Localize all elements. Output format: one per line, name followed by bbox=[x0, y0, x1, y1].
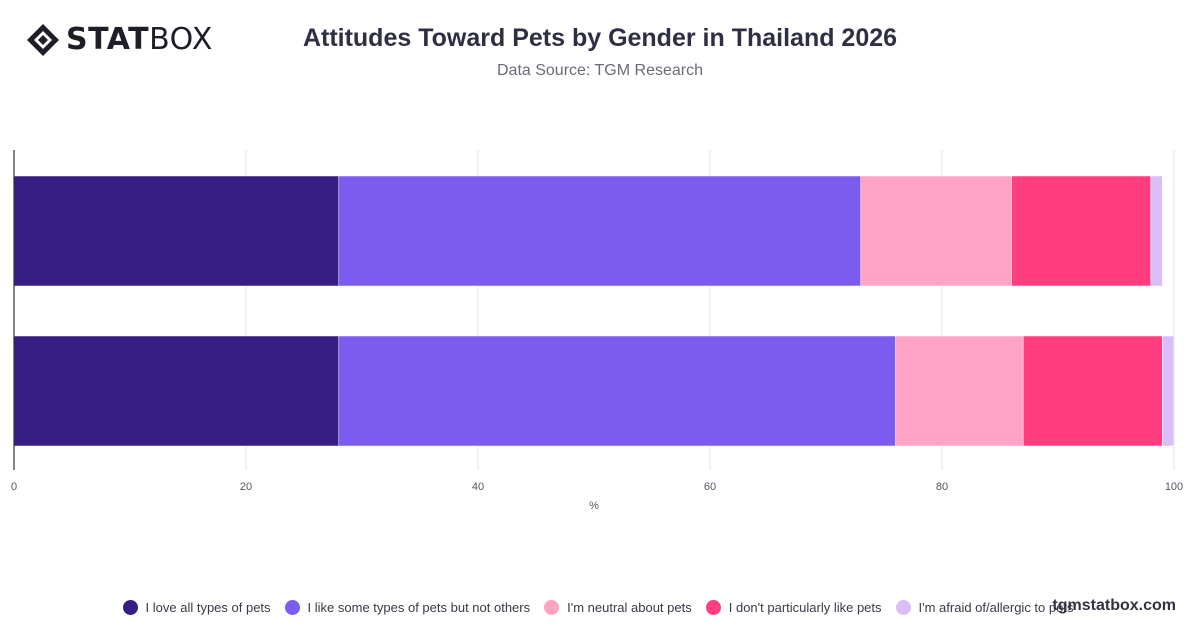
bar-segment bbox=[860, 175, 1012, 287]
legend-label: I'm neutral about pets bbox=[567, 600, 692, 615]
bar-segment bbox=[1150, 175, 1163, 287]
legend-item[interactable]: I'm neutral about pets bbox=[544, 600, 692, 615]
legend-swatch bbox=[122, 600, 138, 615]
bar-segment bbox=[895, 335, 1024, 447]
x-tick-label: 80 bbox=[936, 481, 948, 493]
logo-wordmark-bold: STAT bbox=[66, 22, 150, 57]
bar-segment bbox=[338, 175, 862, 287]
legend-swatch bbox=[284, 600, 300, 615]
diamond-logo-icon bbox=[27, 24, 59, 56]
bar-segment bbox=[338, 335, 896, 447]
x-tick-label: 20 bbox=[240, 481, 252, 493]
bar-segment bbox=[13, 175, 340, 287]
legend-swatch bbox=[544, 600, 560, 615]
chart-legend: I love all types of pets I like some type… bbox=[0, 600, 1200, 615]
bar-segment bbox=[13, 335, 340, 447]
legend-label: I don't particularly like pets bbox=[728, 600, 882, 615]
legend-label: I like some types of pets but not others bbox=[307, 600, 531, 615]
x-tick-label: 0 bbox=[11, 481, 17, 493]
logo-wordmark: STATBOX bbox=[66, 22, 213, 58]
bar-segment bbox=[1022, 335, 1163, 447]
legend-item[interactable]: I love all types of pets bbox=[122, 600, 271, 615]
watermark: tgmstatbox.com bbox=[1052, 597, 1176, 614]
chart-subtitle: Data Source: TGM Research bbox=[496, 62, 703, 79]
legend-label: I love all types of pets bbox=[145, 600, 271, 615]
x-tick-label: 60 bbox=[704, 481, 716, 493]
stacked-bar-chart: 0 20 40 60 80 100% bbox=[11, 150, 1183, 512]
bar-segment bbox=[1011, 175, 1152, 287]
chart-title: Attitudes Toward Pets by Gender in Thail… bbox=[302, 24, 898, 52]
legend-swatch bbox=[705, 600, 721, 615]
bar-segment bbox=[1162, 335, 1175, 447]
logo-wordmark-light: BOX bbox=[149, 22, 213, 57]
legend-label: I'm afraid of/allergic to pets bbox=[918, 600, 1074, 615]
legend-item[interactable]: I don't particularly like pets bbox=[705, 600, 882, 615]
x-axis-title: % bbox=[589, 500, 599, 512]
statbox-logo: STATBOX bbox=[26, 22, 213, 58]
x-tick-label: 40 bbox=[472, 481, 484, 493]
legend-swatch bbox=[895, 600, 911, 615]
legend-item[interactable]: I like some types of pets but not others bbox=[284, 600, 531, 615]
legend-item[interactable]: I'm afraid of/allergic to pets bbox=[895, 600, 1074, 615]
x-tick-label: 100 bbox=[1165, 481, 1183, 493]
